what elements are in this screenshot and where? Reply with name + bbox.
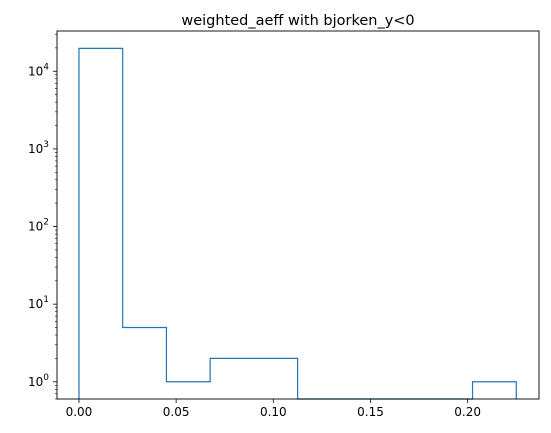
x-tick-label: 0.20	[454, 405, 481, 419]
y-tick-label: 101	[28, 295, 49, 311]
y-tick-label: 102	[28, 218, 49, 234]
axes-frame	[56, 30, 540, 400]
x-tick-label: 0.15	[357, 405, 384, 419]
histogram-step-line	[78, 47, 517, 400]
x-axis: 0.00 0.05 0.10 0.15 0.20	[66, 399, 481, 419]
chart-title: weighted_aeff with bjorken_y<0	[181, 13, 414, 29]
x-tick-label: 0.10	[260, 405, 287, 419]
y-axis: 100 101 102 103 104	[28, 33, 57, 400]
y-tick-label: 104	[28, 62, 49, 78]
x-tick-label: 0.00	[66, 405, 93, 419]
y-tick-label: 103	[28, 140, 49, 156]
plot-area	[78, 47, 517, 400]
x-tick-label: 0.05	[163, 405, 190, 419]
y-tick-label: 100	[28, 373, 49, 389]
